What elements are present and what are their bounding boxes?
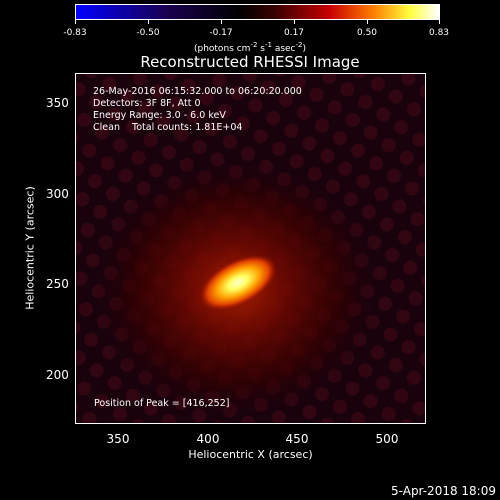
x-tick-label: 400 (196, 432, 220, 446)
y-tick-label: 350 (46, 96, 69, 110)
time-range-label: 26-May-2016 06:15:32.000 to 06:20:20.000 (93, 86, 302, 97)
x-tick-label: 500 (375, 432, 399, 446)
flare-image: Position of Peak = [416,252] (76, 74, 425, 423)
colorbar (75, 4, 440, 20)
x-tick-label: 450 (285, 432, 309, 446)
x-axis-label: Heliocentric X (arcsec) (188, 448, 313, 461)
colorbar-unit-label: (photons cm-2 s-1 asec-2) (193, 41, 307, 54)
colorbar-tick-label: 0.83 (428, 28, 450, 38)
clean-counts-label: Clean Total counts: 1.81E+04 (93, 122, 243, 133)
y-tick-label: 300 (46, 187, 69, 201)
y-tick-label: 200 (46, 368, 69, 382)
colorbar-tick-label: -0.17 (209, 28, 233, 38)
colorbar-tick-label: -0.83 (63, 28, 87, 38)
y-tick-label: 250 (46, 277, 69, 291)
x-tick-label: 350 (106, 432, 130, 446)
peak-position-label: Position of Peak = [416,252] (94, 398, 229, 409)
image-title: Reconstructed RHESSI Image (140, 53, 360, 71)
rhessi-image: Position of Peak = [416,252] (75, 73, 426, 424)
flare-source (199, 254, 277, 311)
timestamp-label: 5-Apr-2018 18:09 (391, 484, 496, 498)
colorbar-tick-label: -0.50 (136, 28, 160, 38)
colorbar-tick-label: 0.17 (283, 28, 305, 38)
y-axis-label: Heliocentric Y (arcsec) (23, 186, 37, 310)
colorbar-tick-label: 0.50 (356, 28, 378, 38)
energy-range-label: Energy Range: 3.0 - 6.0 keV (93, 110, 226, 121)
detectors-label: Detectors: 3F 8F, Att 0 (93, 98, 201, 109)
